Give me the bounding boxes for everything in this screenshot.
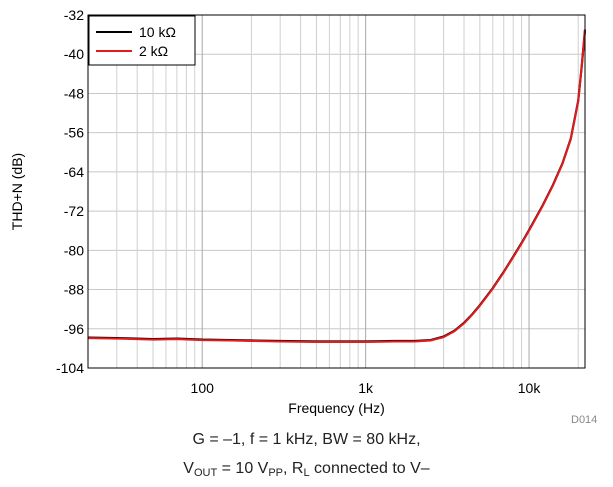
grid (87, 14, 585, 369)
y-tick-label: -56 (64, 125, 84, 141)
caption-mid: , R (283, 460, 304, 477)
x-tick-label: 10k (518, 380, 542, 396)
y-tick-label: -64 (64, 164, 84, 180)
series-line-1 (87, 29, 587, 343)
y-tick-label: -48 (64, 85, 84, 101)
caption-eq: = 10 V (217, 460, 269, 477)
y-tick-label: -88 (64, 282, 84, 298)
x-tick-label: 100 (191, 380, 215, 396)
caption-line-2: VOUT = 10 VPP, RL connected to V– (0, 460, 613, 479)
series-line-2 (87, 30, 586, 343)
x-axis-label: Frequency (Hz) (288, 400, 384, 416)
plot-frame (87, 14, 586, 369)
caption-line-1: G = –1, f = 1 kHz, BW = 80 kHz, (192, 431, 421, 448)
caption-vpp-sub: PP (268, 467, 284, 479)
thd-n-vs-frequency-chart: -32 -40 -48 -56 -64 -72 -80 -88 -96 -104 100 1k 10k… (9, 7, 587, 416)
legend: 10 kΩ 2 kΩ (88, 15, 196, 66)
x-tick-label: 1k (358, 380, 374, 396)
y-tick-label: -32 (64, 7, 84, 23)
y-tick-label: -72 (64, 203, 84, 219)
caption-vout-sub: OUT (193, 467, 218, 479)
y-tick-label: -96 (64, 321, 84, 337)
legend-box (88, 15, 196, 66)
caption-rl-sub: L (303, 467, 310, 479)
y-tick-label: -104 (56, 360, 84, 376)
caption-vout: V (183, 460, 194, 477)
y-tick-labels: -32 -40 -48 -56 -64 -72 -80 -88 -96 -104 (56, 7, 84, 376)
y-tick-label: -80 (64, 242, 84, 258)
legend-label: 2 kΩ (139, 43, 168, 59)
y-tick-label: -40 (64, 46, 84, 62)
x-tick-labels: 100 1k 10k (191, 380, 542, 396)
y-axis-label: THD+N (dB) (9, 153, 25, 230)
legend-label: 10 kΩ (139, 24, 176, 40)
series-lines (87, 29, 587, 343)
caption-end: connected to V– (309, 460, 430, 477)
figure-reference: D014 (571, 414, 598, 426)
